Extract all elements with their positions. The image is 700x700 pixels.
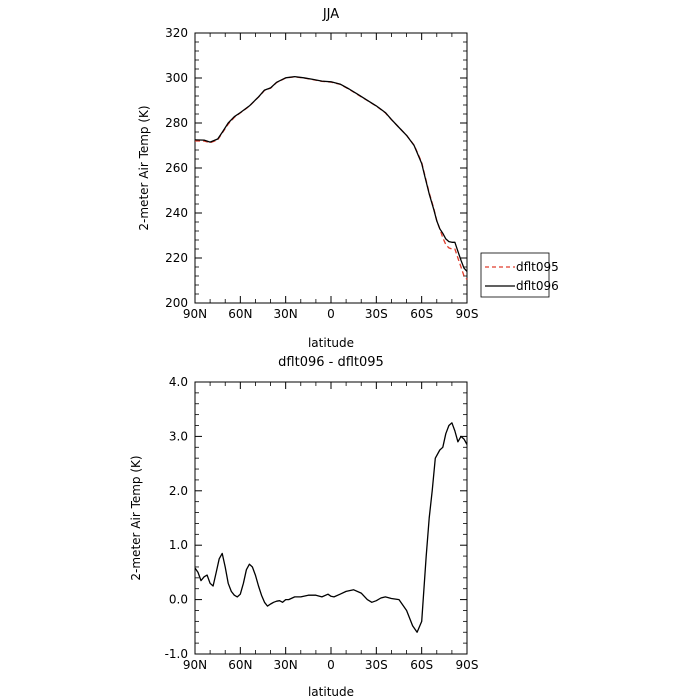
y-tick-label: 3.0 xyxy=(169,429,188,443)
x-tick-label: 90S xyxy=(456,307,479,321)
y-tick-label: 280 xyxy=(165,116,188,130)
x-tick-label: 90N xyxy=(183,307,207,321)
y-axis: 200 220 240 260 280 300 320 xyxy=(165,26,467,310)
x-tick-label: 30S xyxy=(365,307,388,321)
chart-title: dflt096 - dflt095 xyxy=(278,355,384,370)
series-line-diff-0 xyxy=(194,422,468,633)
difference-panel: dflt096 - dflt095 90N 60N 30N 0 30S 60S 90S -1… xyxy=(129,355,478,699)
x-axis: 90N 60N 30N 0 30S 60S 90S xyxy=(183,33,479,321)
y-tick-label: 220 xyxy=(165,251,188,265)
series-layer xyxy=(194,75,468,280)
x-axis: 90N 60N 30N 0 30S 60S 90S xyxy=(183,382,479,672)
x-tick-label: 60N xyxy=(228,658,252,672)
x-tick-label: 90S xyxy=(456,658,479,672)
y-tick-label: 320 xyxy=(165,26,188,40)
legend-label-dflt096: dflt096 xyxy=(516,279,559,293)
y-tick-label: 240 xyxy=(165,206,188,220)
x-tick-label: 0 xyxy=(327,307,335,321)
x-tick-label: 30S xyxy=(365,658,388,672)
legend: dflt095 dflt096 xyxy=(480,252,559,298)
x-tick-label: 30N xyxy=(274,307,298,321)
y-tick-label: 2.0 xyxy=(169,484,188,498)
plot-frame xyxy=(194,32,468,304)
x-tick-label: 90N xyxy=(183,658,207,672)
series-line-dflt095 xyxy=(195,76,468,280)
plot-frame xyxy=(194,381,468,655)
legend-box xyxy=(480,252,550,298)
x-tick-label: 60S xyxy=(410,658,433,672)
y-tick-label: 300 xyxy=(165,71,188,85)
y-tick-label: 260 xyxy=(165,161,188,175)
x-axis-label: latitude xyxy=(308,685,354,699)
temperature-panel: JJA 90N 60N 30N 0 30S 60S 90S 200 220 240 260 280 3… xyxy=(137,7,478,350)
y-axis-label: 2-meter Air Temp (K) xyxy=(129,455,143,580)
chart-title: JJA xyxy=(322,7,339,22)
y-tick-label: 4.0 xyxy=(169,375,188,389)
x-tick-label: 0 xyxy=(327,658,335,672)
series-line-dflt096 xyxy=(194,75,468,272)
y-tick-label: 1.0 xyxy=(169,538,188,552)
y-tick-label: 0.0 xyxy=(169,593,188,607)
x-tick-label: 30N xyxy=(274,658,298,672)
y-axis-label: 2-meter Air Temp (K) xyxy=(137,105,151,230)
x-axis-label: latitude xyxy=(308,336,354,350)
y-tick-label: 200 xyxy=(165,296,188,310)
legend-label-dflt095: dflt095 xyxy=(516,260,559,274)
x-tick-label: 60S xyxy=(410,307,433,321)
series-layer xyxy=(194,422,468,633)
x-tick-label: 60N xyxy=(228,307,252,321)
y-axis: -1.0 0.0 1.0 2.0 3.0 4.0 xyxy=(165,375,467,661)
y-tick-label: -1.0 xyxy=(165,647,188,661)
